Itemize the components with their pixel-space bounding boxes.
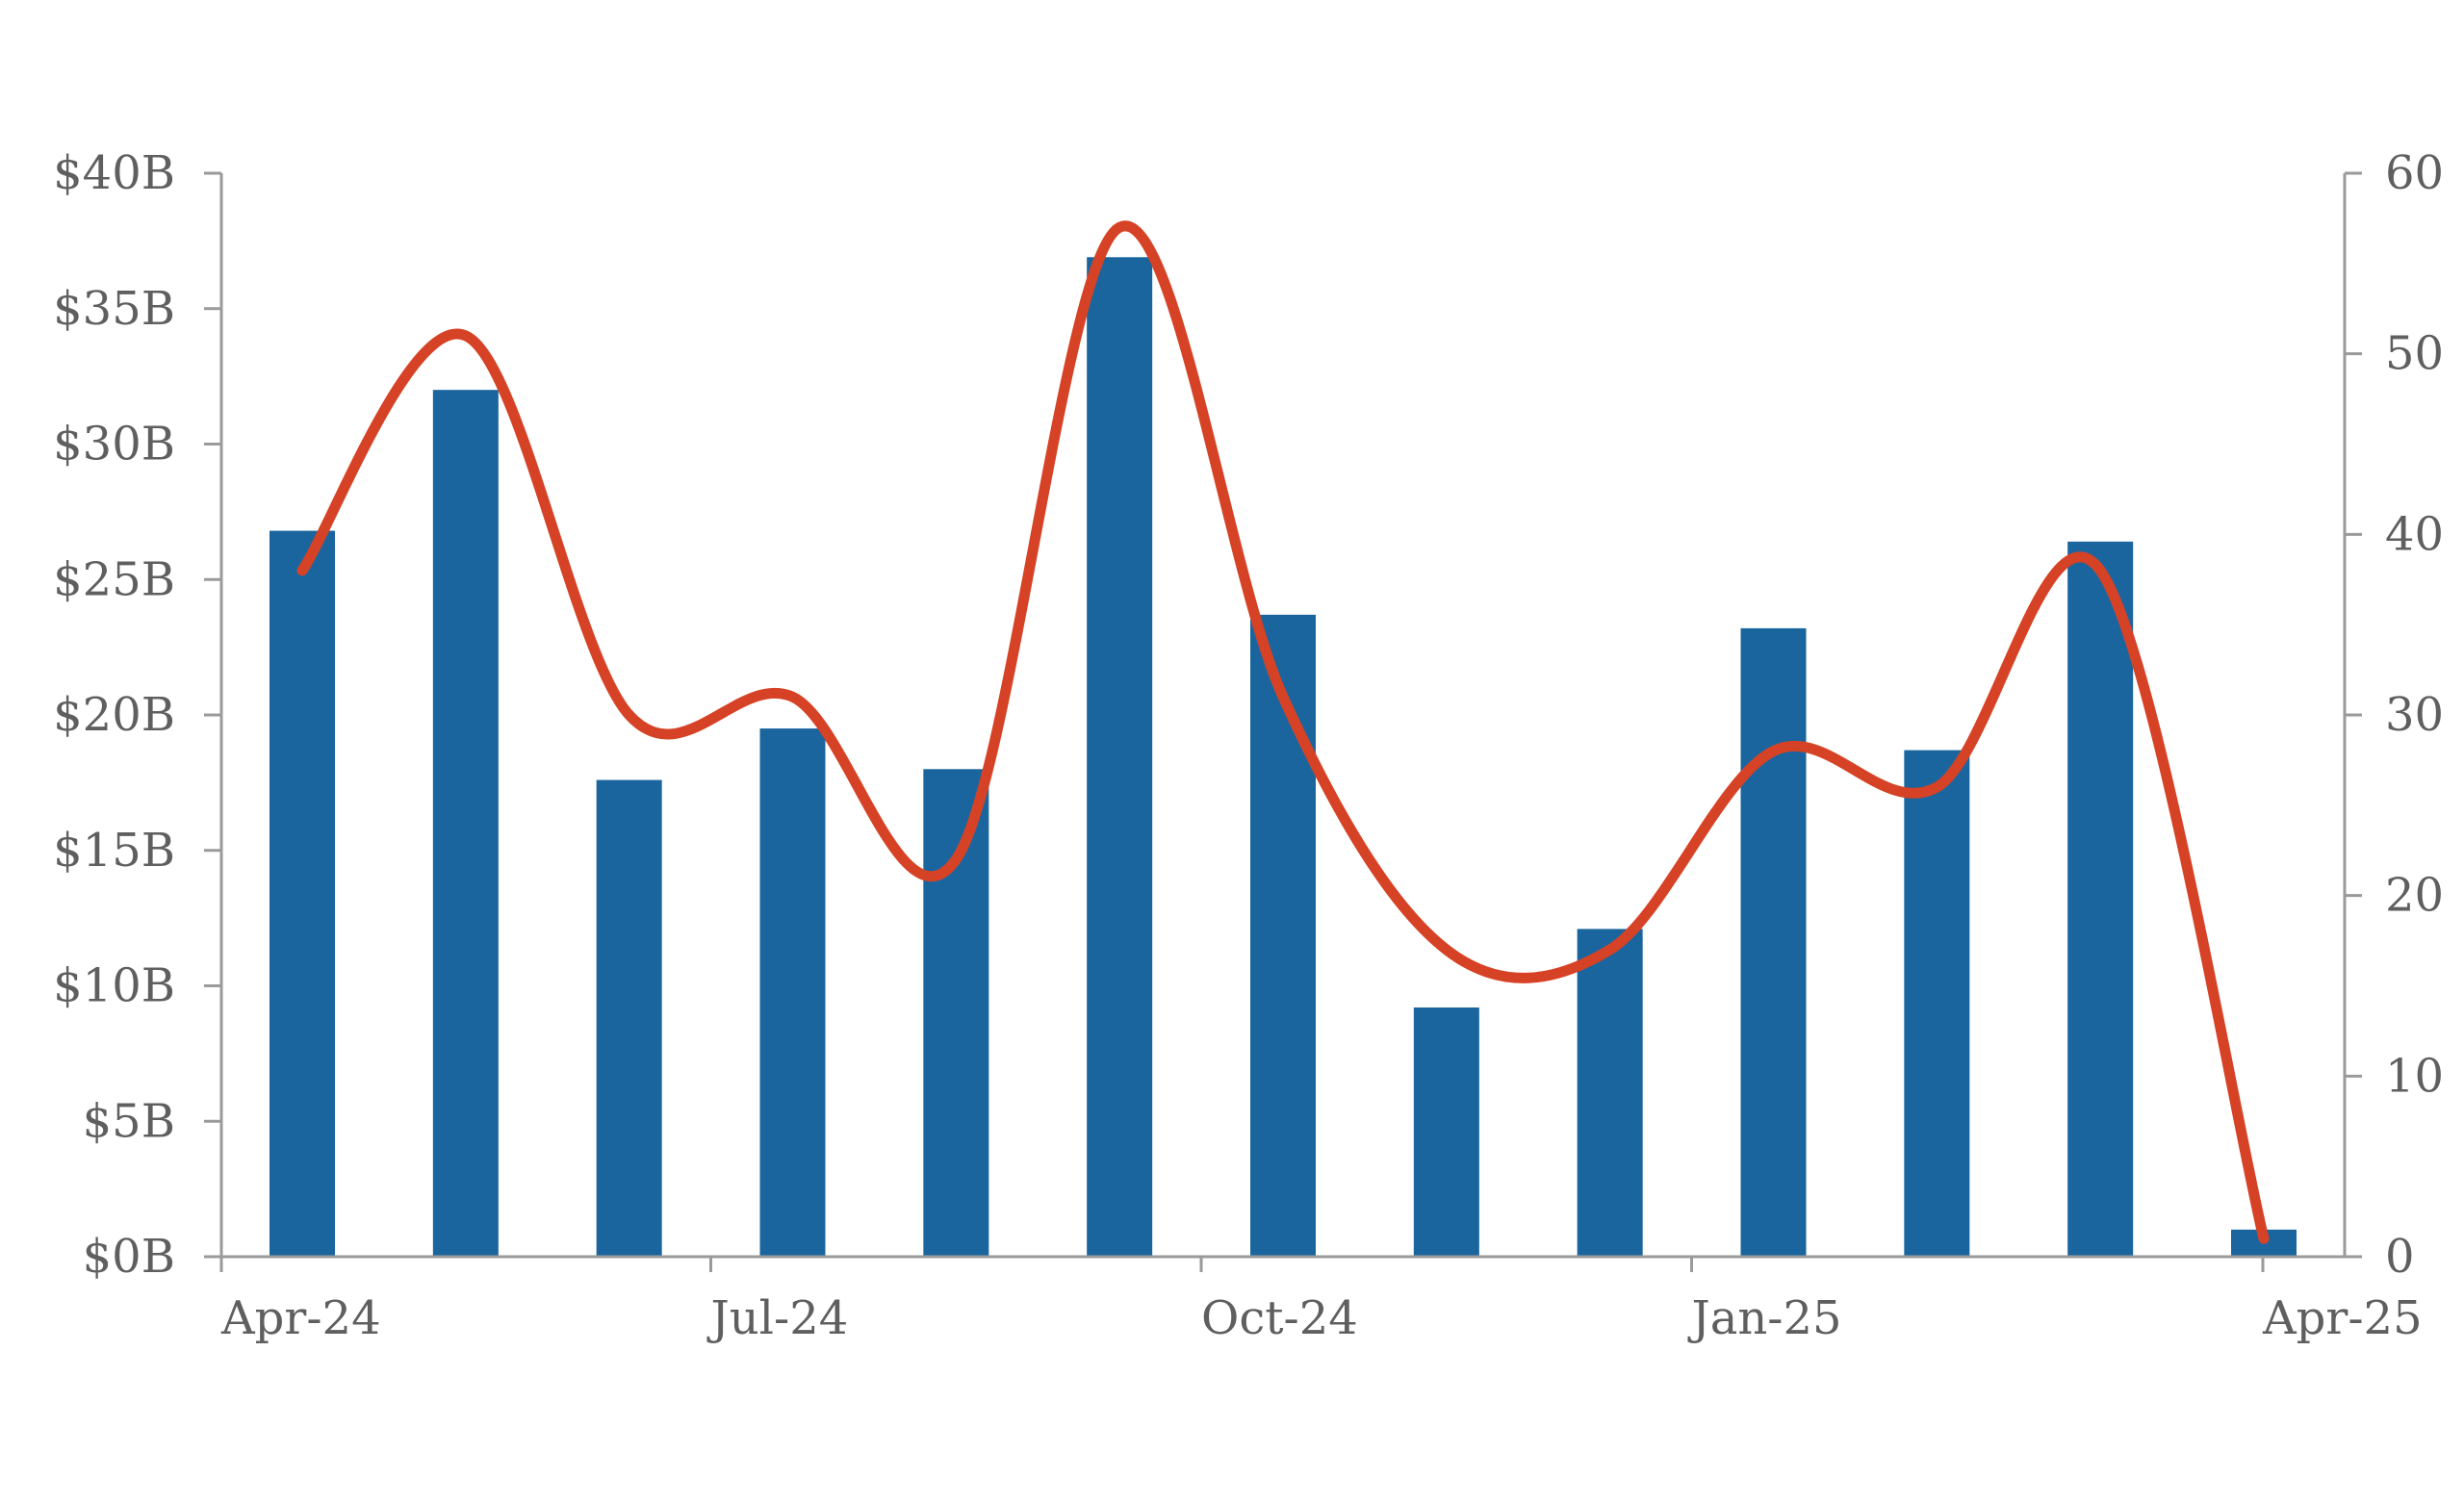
left-y-tick-label: $10B	[53, 959, 175, 1013]
x-tick-label: Jul-24	[706, 1291, 849, 1345]
ticks-layer	[204, 171, 2362, 1272]
right-y-tick-label: 30	[2385, 688, 2444, 742]
left-y-tick-label: $40B	[53, 146, 175, 200]
x-tick-label: Oct-24	[1201, 1291, 1358, 1345]
left-y-tick-label: $0B	[83, 1230, 175, 1284]
bar-mar-25	[2067, 541, 2134, 1257]
right-y-tick-label: 40	[2385, 507, 2444, 561]
bar-feb-25	[1904, 750, 1970, 1257]
x-tick-label: Apr-25	[2262, 1291, 2423, 1345]
line-layer	[296, 220, 2270, 1244]
right-y-tick-label: 10	[2385, 1049, 2444, 1103]
x-tick-label: Jan-25	[1687, 1291, 1842, 1345]
labels-layer: $0B $5B $10B $15B $20B $25B $30B $35B $40B 0 10 20 3…	[53, 146, 2444, 1345]
bar-jan-25	[1740, 627, 1807, 1257]
right-y-tick-label: 50	[2385, 327, 2444, 381]
bar-jul-24	[759, 728, 826, 1257]
right-y-tick-label: 0	[2385, 1230, 2415, 1284]
bar-apr-24	[270, 530, 335, 1257]
bar-nov-24	[1413, 1007, 1479, 1257]
right-y-tick-label: 20	[2385, 869, 2444, 923]
left-y-tick-label: $20B	[53, 688, 175, 742]
bar-dec-24	[1577, 929, 1643, 1257]
left-y-tick-label: $15B	[53, 824, 175, 878]
left-y-tick-label: $25B	[53, 552, 175, 606]
bars-layer	[270, 257, 2297, 1257]
bar-aug-24	[923, 769, 989, 1257]
bar-oct-24	[1250, 614, 1316, 1257]
bar-jun-24	[596, 779, 662, 1257]
left-y-tick-label: $5B	[83, 1094, 175, 1148]
right-y-tick-label: 60	[2385, 146, 2444, 200]
left-y-tick-label: $30B	[53, 418, 175, 472]
bar-sep-24	[1087, 257, 1153, 1257]
left-y-tick-label: $35B	[53, 282, 175, 336]
x-tick-label: Apr-24	[220, 1291, 381, 1345]
line-series	[296, 220, 2270, 1244]
bar-may-24	[432, 390, 499, 1257]
